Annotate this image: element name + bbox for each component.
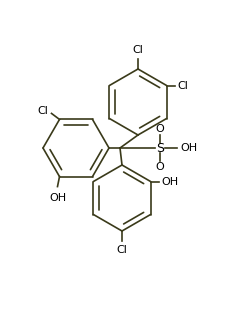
Text: O: O bbox=[156, 162, 164, 172]
Text: OH: OH bbox=[49, 193, 66, 203]
Text: Cl: Cl bbox=[38, 107, 49, 116]
Text: Cl: Cl bbox=[133, 45, 143, 55]
Text: Cl: Cl bbox=[178, 81, 188, 91]
Text: S: S bbox=[156, 141, 164, 155]
Text: OH: OH bbox=[180, 143, 197, 153]
Text: Cl: Cl bbox=[117, 245, 128, 255]
Text: OH: OH bbox=[161, 177, 179, 187]
Text: O: O bbox=[156, 124, 164, 134]
